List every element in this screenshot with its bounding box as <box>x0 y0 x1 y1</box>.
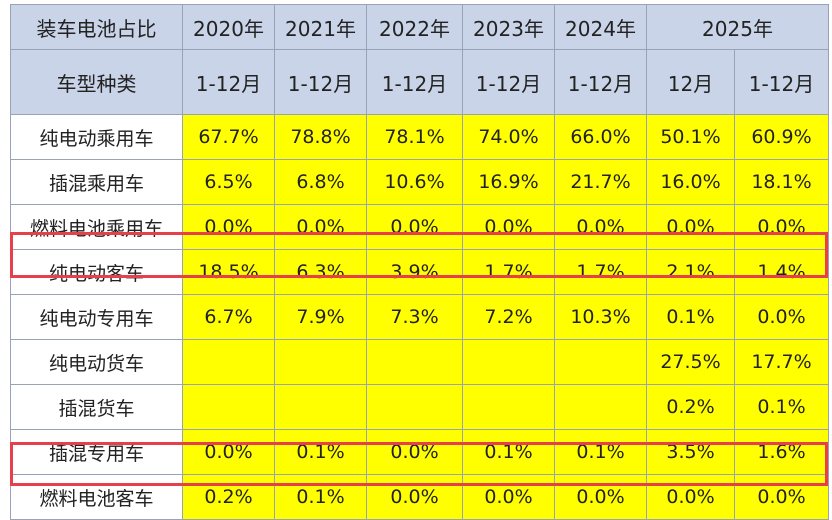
value-cell: 0.0% <box>734 294 829 340</box>
value-cell: 66.0% <box>554 114 647 160</box>
value-cell <box>554 384 647 430</box>
value-cell: 0.0% <box>734 204 829 250</box>
value-cell: 17.7% <box>734 339 829 385</box>
value-cell: 1.6% <box>734 429 829 475</box>
value-cell <box>182 339 275 385</box>
value-cell: 0.1% <box>462 429 555 475</box>
value-cell: 0.1% <box>646 294 735 340</box>
value-cell: 18.1% <box>734 159 829 205</box>
value-cell <box>554 339 647 385</box>
period-header: 1-12月 <box>734 49 829 115</box>
period-header: 1-12月 <box>554 49 647 115</box>
value-cell: 18.5% <box>182 249 275 295</box>
value-cell <box>182 384 275 430</box>
value-cell: 0.1% <box>274 429 367 475</box>
value-cell: 1.4% <box>734 249 829 295</box>
value-cell: 0.0% <box>462 204 555 250</box>
table-row: 燃料电池乘用车 0.0% 0.0% 0.0% 0.0% 0.0% 0.0% 0.0% <box>10 204 829 250</box>
value-cell <box>366 384 463 430</box>
table-title: 装车电池占比 <box>10 4 183 50</box>
value-cell: 0.1% <box>554 429 647 475</box>
value-cell: 0.0% <box>646 474 735 520</box>
row-label: 纯电动客车 <box>10 249 183 295</box>
value-cell: 7.3% <box>366 294 463 340</box>
value-cell: 1.7% <box>554 249 647 295</box>
value-cell: 16.0% <box>646 159 735 205</box>
value-cell: 0.0% <box>182 429 275 475</box>
value-cell: 50.1% <box>646 114 735 160</box>
value-cell: 6.5% <box>182 159 275 205</box>
value-cell: 6.3% <box>274 249 367 295</box>
value-cell: 0.0% <box>366 429 463 475</box>
period-header: 12月 <box>646 49 735 115</box>
value-cell: 74.0% <box>462 114 555 160</box>
year-header: 2020年 <box>182 4 275 50</box>
table-row: 插混乘用车 6.5% 6.8% 10.6% 16.9% 21.7% 16.0% 18.1% <box>10 159 829 205</box>
value-cell: 0.0% <box>366 474 463 520</box>
value-cell: 21.7% <box>554 159 647 205</box>
value-cell: 78.1% <box>366 114 463 160</box>
value-cell: 0.0% <box>274 204 367 250</box>
table-row: 纯电动乘用车 67.7% 78.8% 78.1% 74.0% 66.0% 50.1% 60.9… <box>10 114 829 160</box>
year-header: 2023年 <box>462 4 555 50</box>
table-row: 纯电动专用车 6.7% 7.9% 7.3% 7.2% 10.3% 0.1% 0.0% <box>10 294 829 340</box>
value-cell: 2.1% <box>646 249 735 295</box>
row-label: 插混专用车 <box>10 429 183 475</box>
value-cell <box>462 339 555 385</box>
value-cell: 10.3% <box>554 294 647 340</box>
value-cell: 0.0% <box>554 474 647 520</box>
row-label: 插混货车 <box>10 384 183 430</box>
header-row-periods: 车型种类 1-12月 1-12月 1-12月 1-12月 1-12月 12月 1… <box>10 49 829 115</box>
value-cell: 78.8% <box>274 114 367 160</box>
value-cell: 0.0% <box>182 204 275 250</box>
value-cell: 10.6% <box>366 159 463 205</box>
value-cell: 67.7% <box>182 114 275 160</box>
table-row: 插混货车 0.2% 0.1% <box>10 384 829 430</box>
row-label: 纯电动货车 <box>10 339 183 385</box>
period-header: 1-12月 <box>462 49 555 115</box>
value-cell: 0.0% <box>734 474 829 520</box>
value-cell: 3.5% <box>646 429 735 475</box>
value-cell: 6.7% <box>182 294 275 340</box>
value-cell: 0.1% <box>734 384 829 430</box>
value-cell: 7.2% <box>462 294 555 340</box>
row-label: 燃料电池乘用车 <box>10 204 183 250</box>
period-header: 1-12月 <box>182 49 275 115</box>
value-cell: 0.0% <box>366 204 463 250</box>
year-header: 2022年 <box>366 4 463 50</box>
value-cell: 0.0% <box>462 474 555 520</box>
value-cell: 6.8% <box>274 159 367 205</box>
value-cell: 1.7% <box>462 249 555 295</box>
header-row-years: 装车电池占比 2020年 2021年 2022年 2023年 2024年 202… <box>10 4 829 50</box>
year-header: 2021年 <box>274 4 367 50</box>
year-header: 2024年 <box>554 4 647 50</box>
value-cell <box>366 339 463 385</box>
value-cell <box>462 384 555 430</box>
year-header: 2025年 <box>646 4 829 50</box>
value-cell: 0.2% <box>646 384 735 430</box>
table-row: 纯电动货车 27.5% 17.7% <box>10 339 829 385</box>
value-cell <box>274 384 367 430</box>
value-cell: 3.9% <box>366 249 463 295</box>
value-cell: 16.9% <box>462 159 555 205</box>
row-label: 燃料电池客车 <box>10 474 183 520</box>
value-cell: 0.0% <box>646 204 735 250</box>
table-row: 燃料电池客车 0.2% 0.1% 0.0% 0.0% 0.0% 0.0% 0.0% <box>10 474 829 520</box>
row-label: 纯电动乘用车 <box>10 114 183 160</box>
period-header: 1-12月 <box>274 49 367 115</box>
value-cell: 0.0% <box>554 204 647 250</box>
value-cell: 0.1% <box>274 474 367 520</box>
row-label: 插混乘用车 <box>10 159 183 205</box>
row-label: 纯电动专用车 <box>10 294 183 340</box>
value-cell: 60.9% <box>734 114 829 160</box>
battery-share-table: 装车电池占比 2020年 2021年 2022年 2023年 2024年 202… <box>10 4 829 520</box>
value-cell: 0.2% <box>182 474 275 520</box>
value-cell: 7.9% <box>274 294 367 340</box>
period-header: 1-12月 <box>366 49 463 115</box>
value-cell <box>274 339 367 385</box>
table-row: 插混专用车 0.0% 0.1% 0.0% 0.1% 0.1% 3.5% 1.6% <box>10 429 829 475</box>
value-cell: 27.5% <box>646 339 735 385</box>
table-row: 纯电动客车 18.5% 6.3% 3.9% 1.7% 1.7% 2.1% 1.4% <box>10 249 829 295</box>
type-label: 车型种类 <box>10 49 183 115</box>
